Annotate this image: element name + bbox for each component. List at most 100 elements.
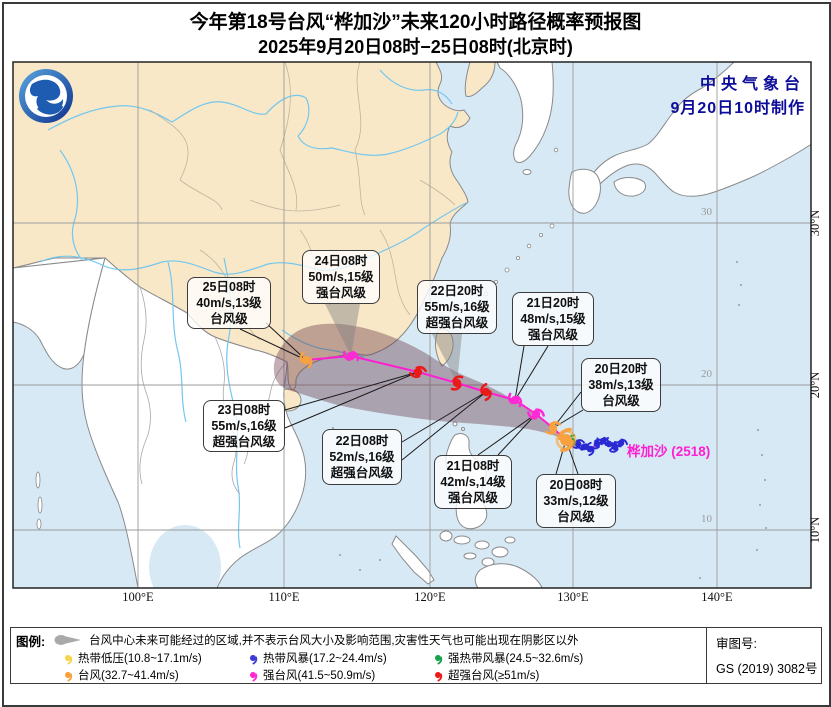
typhoon-category-icon (250, 671, 258, 681)
typhoon-category-icon (250, 654, 258, 664)
lat-axis-label: 20°N (808, 371, 822, 399)
typhoon-symbol (544, 421, 562, 435)
issue-time: 9月20日10时制作 (670, 100, 805, 117)
lon-axis-label: 130°E (557, 590, 589, 604)
forecast-wind: 55m/s,16级 (424, 300, 490, 314)
graticule-tick-label: 20 (701, 368, 712, 380)
cma-logo-icon (19, 69, 73, 123)
typhoon-symbol (343, 350, 359, 362)
typhoon-category-icon (65, 654, 73, 664)
jeju-island (522, 169, 532, 175)
legend-item: 超强台风(≥51m/s) (432, 666, 706, 683)
legend-item-label: 热带风暴(17.2~24.4m/s) (263, 652, 387, 665)
typhoon-symbol (527, 408, 545, 420)
philippines-visayas (439, 530, 516, 567)
typhoon-symbol (299, 351, 313, 369)
lon-axis-label: 140°E (701, 590, 733, 604)
gulf-of-thailand (149, 525, 221, 588)
forecast-time: 23日08时 (217, 403, 271, 417)
forecast-label-box: 20日20时 38m/s,13级 台风级 (581, 358, 661, 412)
forecast-wind: 42m/s,14级 (440, 475, 506, 489)
forecast-time: 22日20时 (430, 284, 484, 298)
legend-item-label: 强热带风暴(24.5~32.6m/s) (448, 652, 584, 665)
legend-item-label: 超强台风(≥51m/s) (448, 669, 540, 682)
forecast-time: 24日08时 (314, 254, 368, 268)
japan-honshu (585, 62, 811, 197)
probability-cone (273, 323, 566, 440)
forecast-time: 20日20时 (594, 362, 648, 376)
forecast-cat: 强台风级 (527, 328, 578, 342)
typhoon-category-icon (65, 671, 73, 681)
map-frame (12, 61, 812, 589)
legend: 图例: 台风中心未来可能经过的区域,并不表示台风大小及影响范围,灾害性天气也可能… (10, 627, 822, 684)
typhoon-symbol (450, 375, 464, 391)
forecast-time: 21日08时 (446, 459, 500, 473)
forecast-wind: 38m/s,13级 (588, 378, 654, 392)
forecast-label-box: 24日08时 50m/s,15级 强台风级 (302, 250, 380, 304)
forecast-label-box: 25日08时 40m/s,13级 台风级 (187, 277, 271, 329)
legend-item: 热带低压(10.8~17.1m/s) (62, 649, 247, 666)
japan-kyushu (568, 168, 601, 214)
typhoon-symbol (507, 392, 523, 408)
forecast-label-box: 22日20时 55m/s,16级 超强台风级 (417, 280, 497, 334)
legend-title: 图例: (16, 634, 46, 649)
forecast-time: 22日08时 (335, 434, 389, 448)
liaodong-land (464, 62, 496, 97)
andaman-islands (35, 471, 43, 530)
forecast-time: 25日08时 (202, 280, 256, 294)
legend-item: 热带风暴(17.2~24.4m/s) (247, 649, 432, 666)
forecast-cat: 台风级 (602, 394, 640, 408)
typhoon-symbol (480, 382, 492, 402)
forecast-wind: 55m/s,16级 (211, 419, 277, 433)
japan-shikoku (613, 177, 647, 197)
babuyan-islands (452, 421, 465, 431)
forecast-cat: 超强台风级 (330, 466, 394, 480)
forecast-wind: 40m/s,13级 (196, 296, 262, 310)
callout-leaders (239, 304, 584, 475)
typhoon-symbol (558, 427, 574, 453)
forecast-wind: 33m/s,12级 (543, 494, 609, 508)
forecast-label-box: 21日08时 42m/s,14级 强台风级 (434, 455, 512, 509)
south-asia-land (13, 257, 106, 370)
legend-caption: 台风中心未来可能经过的区域,并不表示台风大小及影响范围,灾害性天气也可能出现在阴… (89, 635, 579, 647)
review-number-label: 审图号: (716, 637, 757, 651)
palawan-island (391, 535, 435, 585)
agency-credit: 中央气象台 9月20日10时制作 (671, 70, 806, 118)
forecast-cat: 超强台风级 (212, 435, 276, 449)
lat-axis-label: 30°N (808, 209, 822, 237)
typhoon-track (299, 350, 629, 457)
forecast-cat: 强台风级 (447, 491, 498, 505)
typhoon-name-label: 桦加沙 (2518) (627, 444, 711, 459)
admin-borders (149, 62, 456, 341)
forecast-cat: 台风级 (557, 510, 595, 524)
typhoon-symbol (613, 438, 629, 448)
forecast-label-box: 21日20时 48m/s,15级 强台风级 (512, 292, 594, 346)
typhoon-category-icon (435, 654, 443, 664)
review-number-section: 审图号: GS (2019) 3082号 (706, 628, 821, 683)
legend-item-label: 热带低压(10.8~17.1m/s) (78, 652, 202, 665)
legend-item: 台风(32.7~41.4m/s) (62, 666, 247, 683)
graticule-tick-label: 10 (701, 513, 712, 525)
agency-name: 中央气象台 (699, 76, 805, 93)
review-number-value: GS (2019) 3082号 (716, 662, 818, 676)
forecast-label-box: 23日08时 55m/s,16级 超强台风级 (203, 400, 285, 452)
forecast-cat: 强台风级 (315, 286, 366, 300)
philippines-mindanao (474, 563, 543, 588)
forecast-label-box: 22日08时 52m/s,16级 超强台风级 (322, 429, 402, 485)
forecast-time: 20日08时 (549, 478, 603, 492)
page-subtitle-daterange: 2025年9月20日08时−25日08时(北京时) (258, 37, 573, 57)
legend-item-label: 台风(32.7~41.4m/s) (78, 669, 179, 682)
lon-axis-label: 110°E (268, 590, 300, 604)
cone-icon (54, 635, 82, 645)
forecast-time: 21日20时 (526, 296, 580, 310)
korea-peninsula (496, 62, 554, 164)
legend-item-label: 强台风(41.5~50.9m/s) (263, 669, 376, 682)
legend-item: 强台风(41.5~50.9m/s) (247, 666, 432, 683)
forecast-cat: 超强台风级 (425, 316, 489, 330)
pacific-islets (332, 261, 767, 579)
forecast-cat: 台风级 (210, 312, 248, 326)
lon-axis-label: 120°E (414, 590, 446, 604)
typhoon-symbol (409, 365, 427, 379)
